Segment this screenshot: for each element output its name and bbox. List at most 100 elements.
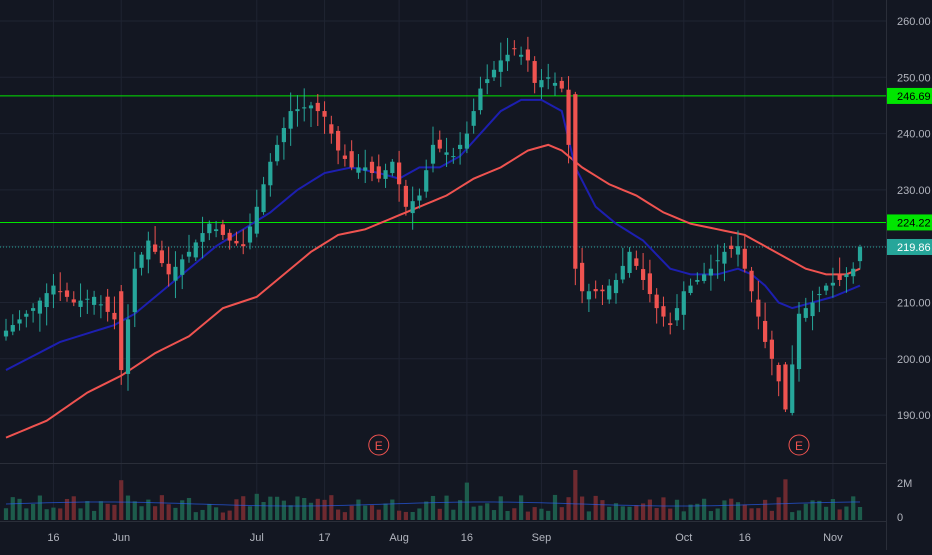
volume-bar (268, 496, 273, 520)
volume-bar (302, 497, 307, 520)
candle-body (261, 184, 266, 213)
volume-bar (729, 498, 734, 520)
candle-body (580, 262, 585, 292)
candle-body (654, 294, 659, 309)
volume-bar (742, 504, 747, 520)
volume-bar (444, 495, 449, 520)
candle-body (763, 320, 768, 342)
candle-body (369, 161, 375, 174)
candle-body (708, 268, 713, 276)
volume-bar (281, 500, 286, 520)
candle-body (254, 206, 259, 234)
candle-body (410, 201, 415, 214)
candle-body (139, 254, 144, 268)
volume-bar (451, 509, 456, 520)
volume-bar (620, 506, 625, 520)
volume-bar (207, 503, 212, 520)
candle-body (119, 291, 124, 371)
volume-bar (844, 506, 849, 520)
price-tick-label: 230.00 (897, 185, 931, 197)
candle-body (485, 79, 490, 84)
price-tick-label: 190.00 (897, 410, 931, 422)
time-tick-label: 16 (47, 532, 59, 544)
candle-body (844, 274, 849, 278)
candle-body (478, 88, 483, 111)
time-axis[interactable]: 16 Jun Jul 17 Aug 16 Sep Oct 16 Nov (0, 522, 886, 550)
candle-body (105, 296, 110, 312)
volume-bar (559, 507, 564, 520)
candle-body (715, 260, 720, 262)
candle-body (44, 293, 49, 308)
volume-bar (810, 500, 815, 520)
volume-bar (349, 505, 354, 520)
candle-body (288, 111, 293, 129)
candle-body (593, 289, 598, 292)
volume-bar (17, 498, 22, 520)
candle-body (532, 61, 537, 83)
volume-bar (600, 500, 605, 520)
candle-body (647, 273, 652, 295)
volume-bar (552, 494, 558, 520)
volume-bar (627, 506, 632, 520)
volume-bar (31, 503, 36, 520)
candle-body (749, 270, 754, 292)
volume-bar (3, 508, 9, 520)
volume-bar (417, 508, 422, 520)
volume-bar (78, 508, 83, 520)
candle-body (627, 251, 632, 273)
volume-bar (336, 509, 341, 520)
volume-bar (92, 510, 97, 520)
time-tick-label: 16 (739, 532, 751, 544)
candle-body (403, 185, 408, 207)
candle-body (24, 313, 29, 317)
volume-bar (702, 498, 707, 520)
candle-body (383, 170, 388, 179)
candle-body (824, 285, 829, 291)
candle-body (234, 240, 239, 244)
volume-bar (376, 509, 381, 520)
volume-bar (634, 505, 639, 520)
volume-pane (3, 470, 863, 520)
candle-body (790, 364, 795, 413)
candle-body (363, 167, 368, 171)
volume-bar (261, 501, 266, 520)
candle-body (153, 244, 158, 252)
candle-body (424, 170, 429, 192)
candle-body (641, 269, 646, 280)
candle-body (722, 251, 727, 264)
earnings-marker-label: E (795, 439, 803, 453)
candle-body (512, 48, 517, 50)
price-axis[interactable]: 260.00250.00240.00230.00220.00210.00200.… (887, 0, 932, 550)
candle-body (58, 291, 63, 293)
candle-body (458, 144, 463, 150)
volume-bar (153, 506, 158, 520)
candle-body (742, 248, 747, 269)
volume-bar (146, 499, 151, 520)
candle-body (857, 246, 863, 262)
candle-body (674, 308, 680, 321)
volume-bar (105, 503, 110, 520)
volume-bar (322, 499, 327, 520)
level-price-label: 246.69 (897, 91, 931, 103)
volume-bar (647, 499, 652, 520)
candle-body (756, 299, 761, 317)
candle-body (810, 302, 815, 317)
time-tick-label: Oct (675, 532, 692, 544)
volume-bar (512, 508, 517, 520)
last-price-label: 219.86 (897, 242, 931, 254)
candle-body (397, 162, 402, 185)
candle-body (214, 229, 219, 232)
volume-bar (125, 495, 131, 520)
volume-bar (356, 499, 361, 520)
candle-body (356, 167, 361, 173)
last-price-tag (887, 238, 932, 255)
volume-bar (803, 503, 808, 520)
candle-body (444, 152, 449, 155)
time-tick-label: Sep (532, 532, 552, 544)
candle-body (464, 133, 469, 149)
candle-body (695, 279, 700, 282)
candle-body (173, 266, 178, 281)
